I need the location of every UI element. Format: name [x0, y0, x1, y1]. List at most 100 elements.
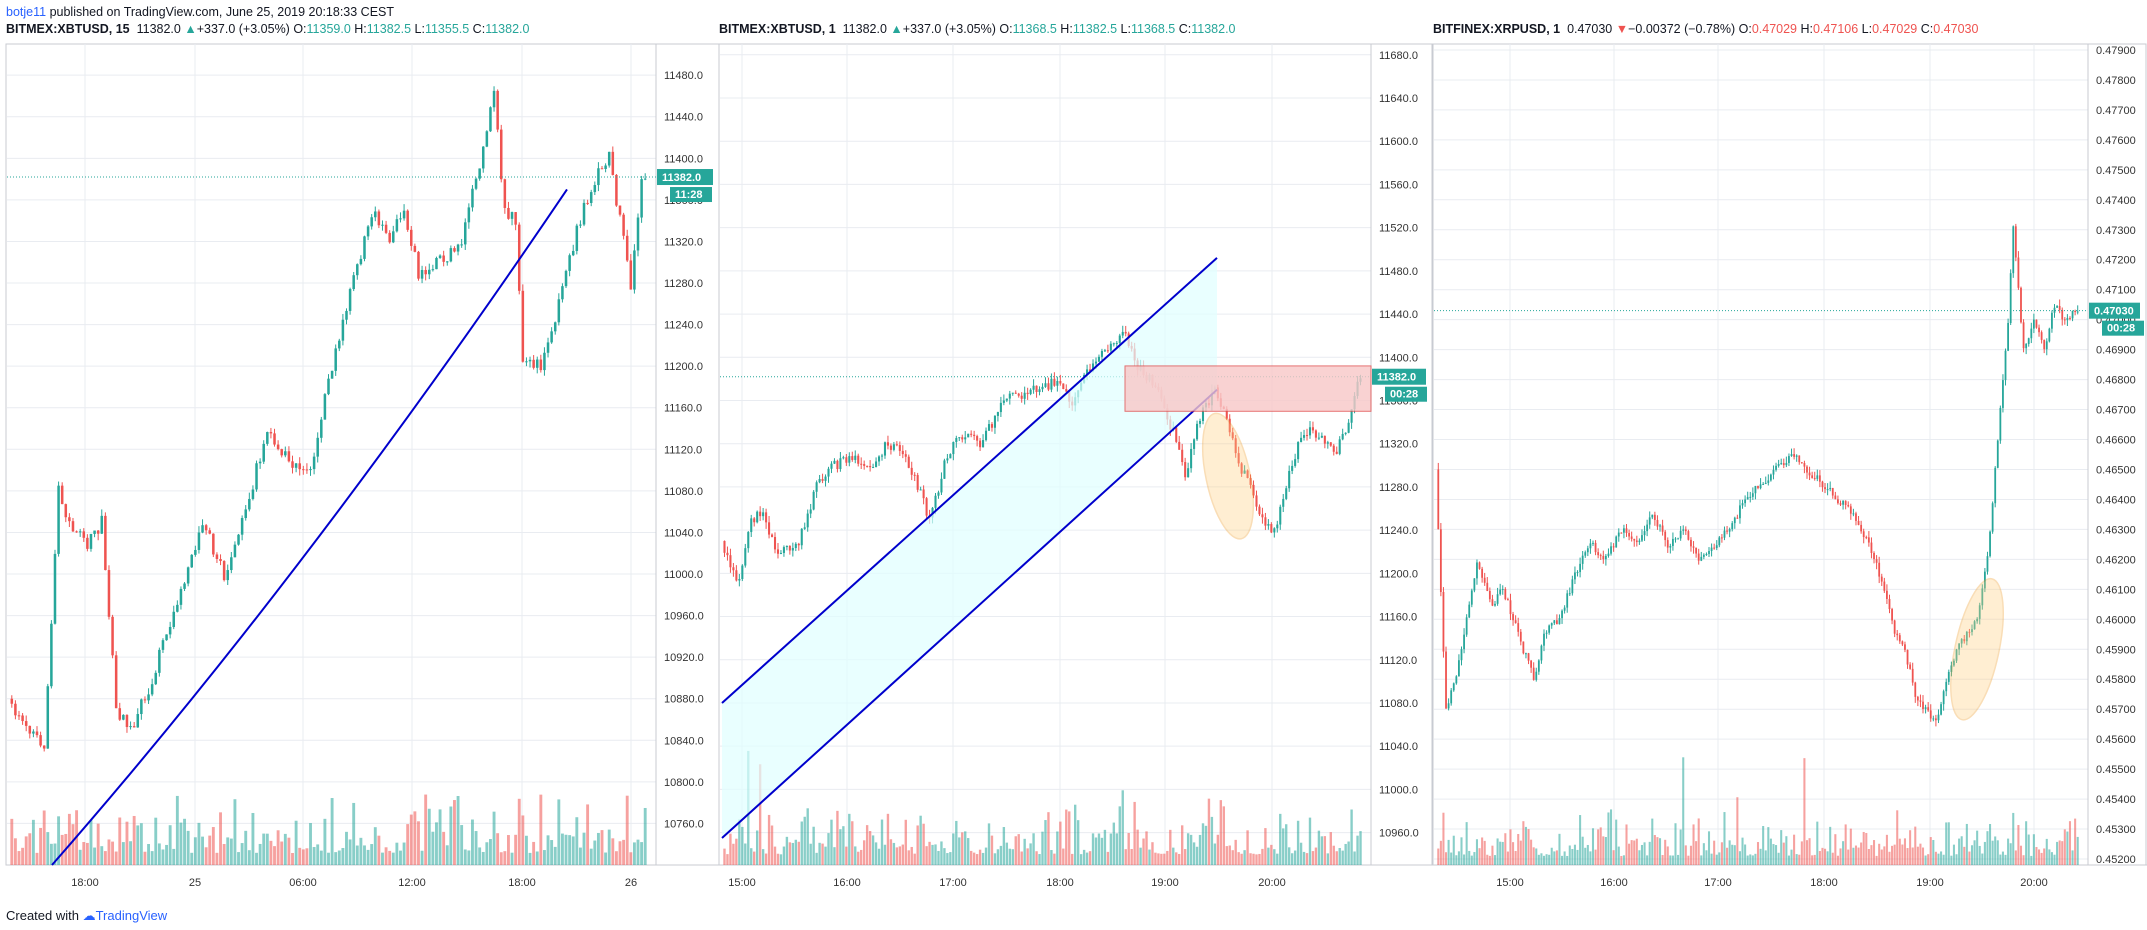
- y-tick-label: 0.46400: [2096, 494, 2136, 506]
- candle-body: [1264, 517, 1267, 526]
- volume-bar: [1011, 849, 1014, 865]
- volume-bar: [53, 843, 57, 865]
- candle-body: [934, 495, 937, 508]
- charts-canvas[interactable]: 10760.0 10800.0 10840.0 10880.0 10920.0 10960…: [0, 0, 2147, 900]
- candle-body: [1700, 556, 1703, 561]
- y-tick-label: 11200.0: [1379, 568, 1418, 580]
- volume-bar: [1287, 847, 1291, 865]
- volume-bar: [1945, 822, 1948, 865]
- volume-bar: [1103, 829, 1107, 865]
- volume-bar: [1911, 847, 1914, 865]
- volume-bar: [1118, 806, 1121, 865]
- candle-body: [996, 412, 999, 416]
- volume-bar: [1679, 829, 1682, 865]
- candle-body: [1904, 644, 1906, 650]
- candle-body: [2066, 317, 2069, 321]
- candle-body: [1175, 427, 1178, 442]
- panel-1-symbol: BITMEX:XBTUSD, 15: [6, 22, 130, 36]
- volume-bar: [524, 835, 528, 865]
- candle-body: [1625, 528, 1628, 533]
- volume-bar: [1276, 853, 1279, 865]
- y-tick-label: 11400.0: [664, 153, 703, 165]
- volume-bar: [179, 822, 183, 865]
- volume-bar: [1442, 812, 1445, 865]
- candle-body: [1682, 529, 1685, 531]
- candle-body: [1643, 531, 1646, 536]
- candle-body: [901, 450, 904, 455]
- candle-body: [1816, 475, 1819, 479]
- candle-body: [1008, 393, 1011, 399]
- volume-bar: [406, 824, 410, 865]
- candle-body: [1228, 418, 1231, 433]
- y-tick-label: 0.46100: [2096, 584, 2136, 596]
- candle-body: [1646, 524, 1649, 532]
- volume-bar: [1540, 853, 1543, 865]
- volume-bar: [1733, 845, 1736, 865]
- volume-bar: [1919, 843, 1922, 865]
- volume-bar: [42, 810, 46, 865]
- candle-body: [1350, 409, 1353, 423]
- volume-bar: [1566, 855, 1569, 865]
- candle-body: [1870, 542, 1873, 553]
- volume-bar: [1553, 851, 1556, 865]
- volume-bar: [1252, 853, 1255, 865]
- candle-body: [1672, 538, 1674, 546]
- volume-bar: [118, 817, 122, 865]
- candle-body: [2074, 310, 2077, 313]
- author-link[interactable]: botje11: [6, 5, 47, 19]
- price-tag: [657, 169, 713, 186]
- tradingview-link[interactable]: TradingView: [95, 908, 168, 923]
- volume-bar: [907, 850, 910, 865]
- volume-bar: [1723, 812, 1726, 865]
- candle-body: [1190, 448, 1193, 469]
- candle-body: [618, 205, 622, 215]
- volume-bar: [161, 849, 165, 865]
- y-tick-label: 10880.0: [664, 694, 704, 706]
- candle-body: [1651, 514, 1654, 518]
- x-tick-label: 26: [625, 877, 637, 889]
- candle-body: [1790, 454, 1793, 457]
- candle-body: [845, 457, 848, 463]
- volume-bar: [773, 846, 777, 865]
- candle-body: [1035, 385, 1038, 392]
- panel-2-change: +337.0 (+3.05%): [902, 22, 996, 36]
- candle-body: [723, 540, 726, 553]
- volume-bar: [729, 833, 732, 865]
- volume-bar: [1586, 844, 1589, 865]
- candle-body: [1762, 483, 1765, 485]
- volume-bar: [1785, 836, 1788, 865]
- candle-body: [1332, 445, 1335, 452]
- candle-body: [756, 511, 759, 523]
- candle-body: [1950, 665, 1953, 672]
- volume-bar: [753, 851, 756, 865]
- volume-bar: [946, 853, 949, 865]
- y-tick-label: 0.46800: [2096, 375, 2136, 387]
- volume-bar: [2058, 840, 2061, 865]
- candle-body: [925, 498, 928, 516]
- volume-bar: [1163, 853, 1166, 865]
- candle-body: [104, 515, 107, 571]
- candle-body: [557, 299, 561, 323]
- volume-bar: [767, 814, 771, 865]
- candle-body: [1800, 462, 1803, 464]
- candle-body: [1002, 400, 1005, 403]
- up-arrow-icon: ▲: [890, 22, 903, 36]
- volume-bar: [1875, 855, 1878, 865]
- volume-bar: [1736, 797, 1739, 865]
- volume-bar: [1124, 849, 1127, 865]
- volume-bar: [1764, 850, 1767, 865]
- candle-body: [2040, 332, 2043, 340]
- candle-body: [1865, 537, 1868, 539]
- volume-bar: [67, 813, 71, 865]
- volume-bar: [373, 827, 377, 865]
- candle-body: [629, 260, 633, 290]
- volume-bar: [24, 836, 28, 865]
- candle-body: [640, 179, 643, 218]
- volume-bar: [600, 830, 604, 865]
- volume-bar: [1249, 853, 1252, 865]
- volume-bar: [1550, 847, 1553, 865]
- candle-body: [467, 207, 471, 223]
- candle-body: [851, 456, 854, 460]
- candle-body: [1297, 442, 1300, 460]
- candle-body: [312, 456, 316, 470]
